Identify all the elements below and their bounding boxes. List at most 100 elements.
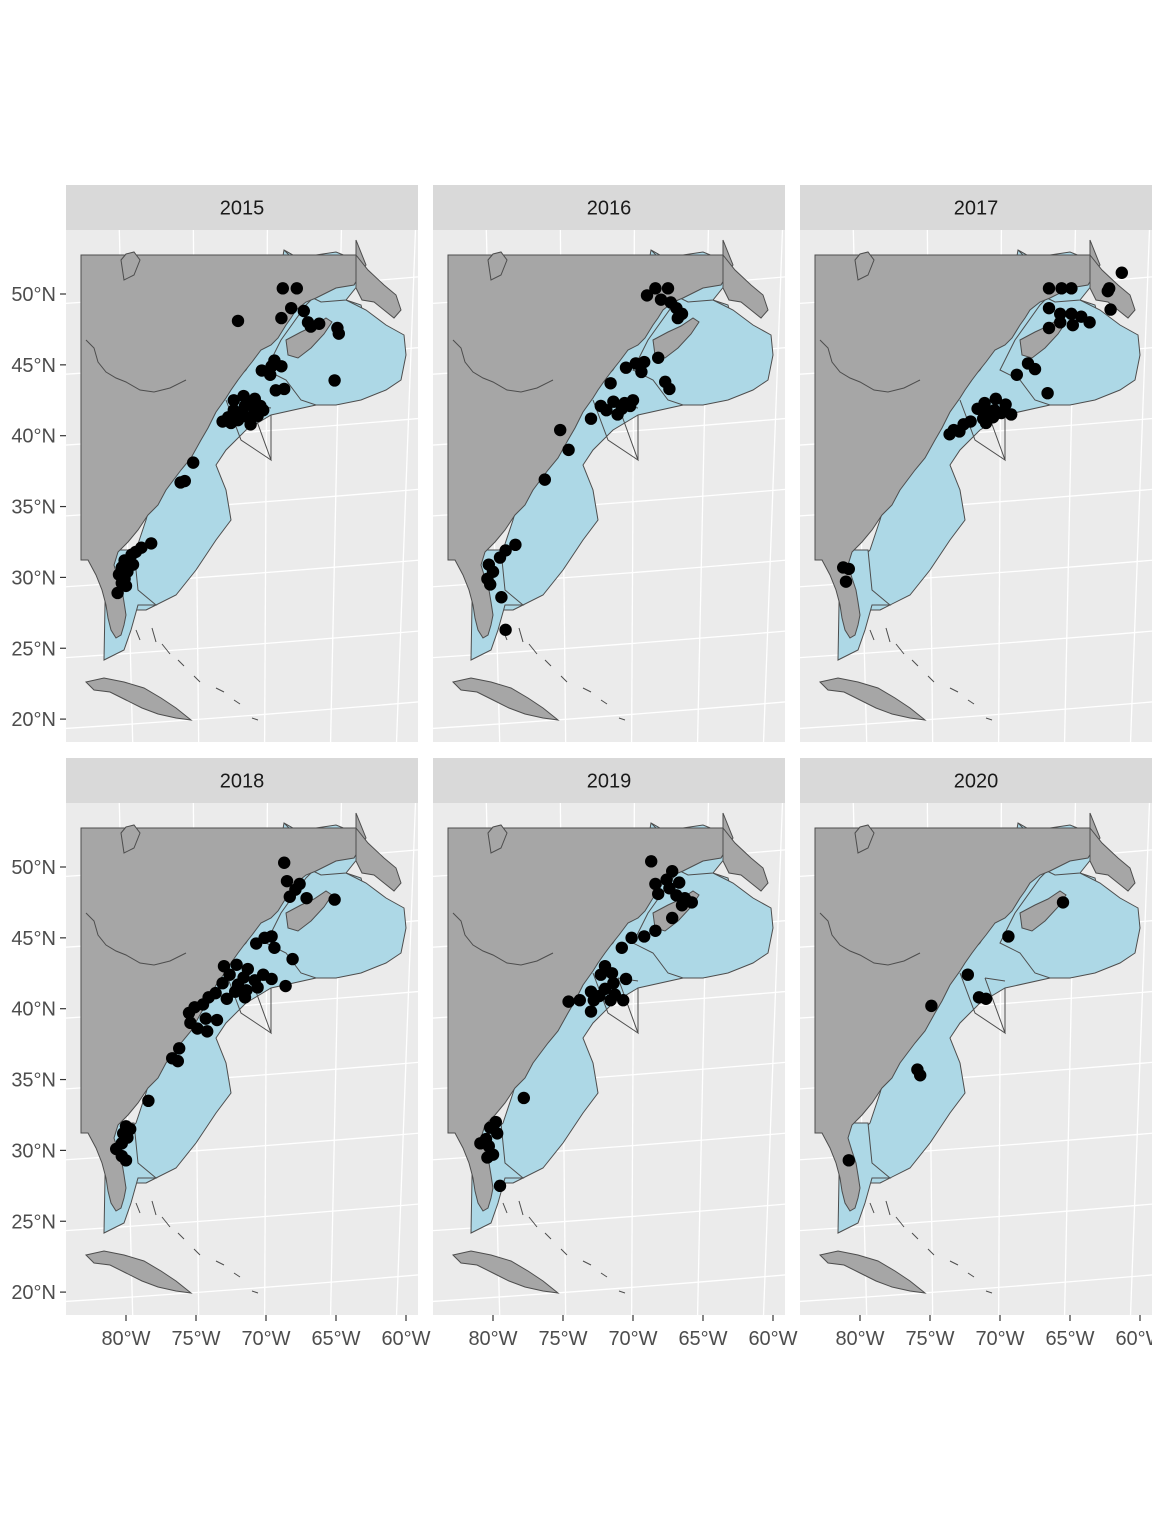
facet-strip-label: 2017	[954, 198, 999, 220]
map-panel	[66, 803, 418, 1315]
data-point	[493, 551, 507, 564]
data-point	[279, 979, 292, 993]
data-point	[943, 428, 956, 441]
data-point	[201, 1025, 214, 1038]
data-point	[619, 972, 633, 986]
data-point	[638, 930, 651, 943]
data-point	[220, 992, 233, 1005]
graticule-parallel	[66, 701, 418, 730]
graticule-meridian	[762, 803, 784, 1315]
data-point	[626, 394, 640, 407]
data-point	[248, 403, 261, 417]
data-point	[584, 412, 598, 425]
lat-tick-label: 25°N	[11, 1211, 56, 1233]
facet-strip	[800, 758, 1152, 803]
data-point	[842, 562, 855, 576]
data-point	[290, 282, 303, 295]
lon-tick-label: 65°W	[311, 1328, 360, 1350]
data-point	[1055, 282, 1068, 295]
facet-strip	[433, 185, 785, 230]
lat-tick-label: 35°N	[11, 497, 56, 519]
facet-strip-label: 2018	[220, 771, 265, 793]
facet-2015: 2015	[66, 185, 418, 742]
data-point	[328, 893, 341, 906]
data-point	[268, 941, 281, 954]
data-point	[554, 423, 567, 437]
data-point	[842, 1154, 855, 1167]
data-point	[538, 473, 551, 486]
data-point	[332, 327, 345, 340]
lat-tick-label: 30°N	[11, 567, 56, 589]
map-panel	[433, 803, 785, 1315]
graticule-meridian	[1129, 803, 1151, 1315]
data-point	[250, 937, 263, 950]
data-point	[1010, 368, 1023, 381]
data-point	[914, 1069, 927, 1082]
longitude-axes: 80°W 75°W 70°W 65°W 60°W 80°W 75°W 70°W 65°W 60°W…	[101, 1315, 1152, 1350]
lon-tick-label: 60°W	[748, 1328, 797, 1350]
data-point	[481, 1151, 494, 1164]
data-point	[584, 1005, 598, 1018]
data-point	[517, 1091, 530, 1105]
facet-strip-label: 2020	[954, 771, 999, 793]
data-point	[971, 402, 984, 415]
facet-2019: 2019	[433, 758, 785, 1315]
data-point	[1066, 318, 1079, 332]
facet-panels: 2015 2016 2017 2018 2019 2020	[66, 185, 1152, 1315]
data-point	[1042, 321, 1056, 335]
data-point	[604, 377, 617, 390]
data-point	[839, 575, 853, 588]
data-point	[210, 1013, 224, 1027]
data-point	[953, 425, 966, 438]
map-panel	[800, 803, 1152, 1315]
lon-tick-label: 75°W	[171, 1328, 220, 1350]
lon-tick-label: 60°W	[1115, 1328, 1152, 1350]
data-point	[607, 395, 620, 408]
lon-axis-col-2: 80°W 75°W 70°W 65°W 60°W	[468, 1315, 798, 1350]
sightings-2016	[481, 282, 689, 637]
data-point	[1002, 930, 1015, 943]
data-point	[652, 887, 665, 901]
data-point	[979, 992, 993, 1005]
lon-axis-col-1: 80°W 75°W 70°W 65°W 60°W	[101, 1315, 431, 1350]
data-point	[989, 392, 1002, 406]
facet-strip	[800, 185, 1152, 230]
data-point	[191, 1022, 204, 1035]
data-point	[573, 993, 586, 1007]
data-point	[509, 538, 522, 552]
lon-tick-label: 70°W	[241, 1328, 290, 1350]
data-point	[223, 968, 236, 981]
data-point	[269, 384, 282, 397]
sightings-2018	[110, 856, 341, 1167]
lat-tick-label: 20°N	[11, 1282, 56, 1304]
data-point	[265, 972, 278, 986]
data-point	[661, 282, 675, 295]
data-point	[231, 314, 245, 328]
data-point	[1115, 266, 1128, 279]
data-point	[251, 981, 264, 994]
data-point	[666, 911, 679, 925]
data-point	[1054, 307, 1067, 321]
lon-tick-label: 70°W	[608, 1328, 657, 1350]
data-point	[652, 351, 665, 364]
data-point	[961, 968, 974, 981]
map-panel	[66, 230, 418, 742]
lon-tick-label: 80°W	[835, 1328, 884, 1350]
graticule-meridian	[395, 230, 417, 742]
data-point	[280, 874, 294, 888]
data-point	[562, 995, 575, 1008]
sightings-2015	[111, 282, 345, 600]
data-point	[286, 952, 299, 966]
lat-axis-row-2: 50°N 45°N 40°N 35°N 30°N 25°N 20°N	[11, 857, 66, 1304]
data-point	[493, 1179, 507, 1193]
data-point	[640, 289, 654, 302]
data-point	[625, 931, 638, 945]
data-point	[617, 993, 630, 1007]
facet-2017: 2017	[800, 185, 1152, 742]
lon-tick-label: 65°W	[678, 1328, 727, 1350]
data-point	[638, 355, 651, 369]
data-point	[227, 394, 240, 407]
graticule-parallel	[800, 1274, 1152, 1303]
sightings-2017	[837, 266, 1128, 588]
data-point	[328, 374, 341, 387]
